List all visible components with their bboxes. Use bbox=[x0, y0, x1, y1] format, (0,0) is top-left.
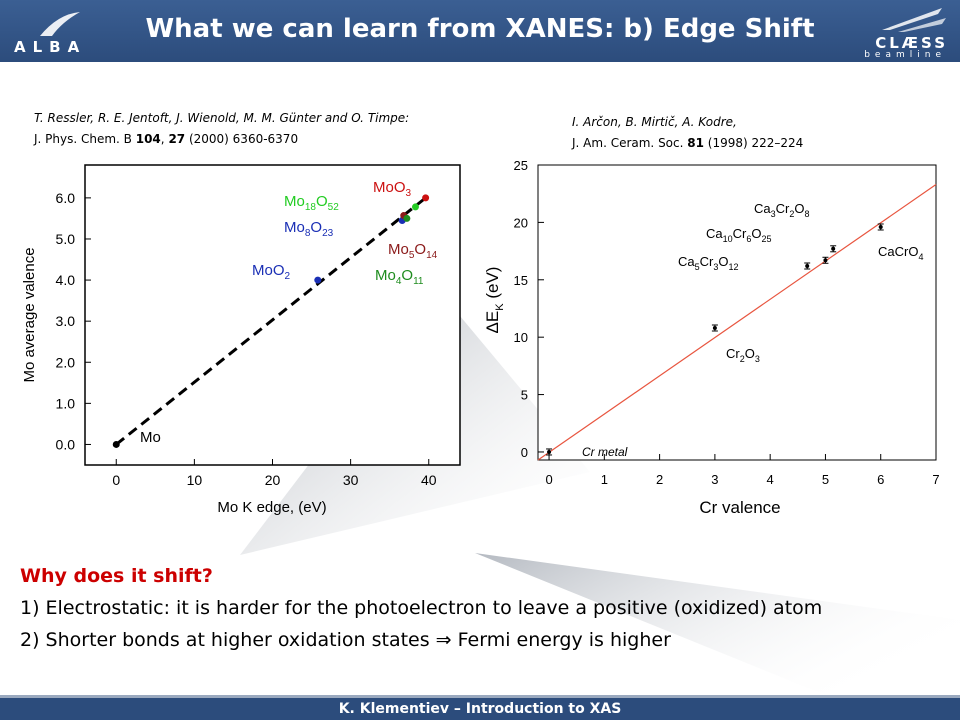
label-ca10cr6o25: Ca10Cr6O25 bbox=[706, 226, 772, 244]
fit-line bbox=[537, 184, 937, 461]
label-mo18o52: Mo18O52 bbox=[284, 193, 339, 213]
label-mo5o14: Mo5O14 bbox=[388, 241, 438, 261]
y-tick-label: 15 bbox=[514, 273, 528, 288]
x-tick-label: 5 bbox=[822, 472, 829, 487]
reason-1: 1) Electrostatic: it is harder for the p… bbox=[20, 597, 823, 619]
data-point bbox=[422, 194, 430, 202]
citation-left: T. Ressler, R. E. Jentoft, J. Wienold, M… bbox=[34, 108, 409, 150]
y-tick-label: 20 bbox=[514, 215, 528, 230]
citation-left-authors: T. Ressler, R. E. Jentoft, J. Wienold, M… bbox=[34, 111, 410, 125]
label-cr2o3: Cr2O3 bbox=[726, 346, 760, 364]
y-tick-label: 25 bbox=[514, 158, 528, 173]
beamline-wordmark: beamline bbox=[864, 50, 946, 60]
y-tick-label: 5.0 bbox=[56, 231, 76, 247]
y-tick-label: 3.0 bbox=[56, 313, 76, 329]
x-tick-label: 1 bbox=[601, 472, 608, 487]
data-point bbox=[712, 325, 717, 330]
y-tick-label: 6.0 bbox=[56, 190, 76, 206]
implies-arrow: ⇒ bbox=[435, 629, 452, 651]
label-ca3cr2o8: Ca3Cr2O8 bbox=[754, 201, 810, 219]
x-tick-label: 0 bbox=[545, 472, 552, 487]
explanation: Why does it shift? 1) Electrostatic: it … bbox=[20, 560, 822, 656]
y-tick-label: 1.0 bbox=[56, 395, 76, 411]
citation-left-journal: J. Phys. Chem. B 104, 27 (2000) 6360-637… bbox=[34, 132, 299, 146]
y-tick-label: 10 bbox=[514, 330, 528, 345]
claess-wordmark: CLÆSS bbox=[875, 34, 948, 52]
citation-right-authors: I. Arčon, B. Mirtič, A. Kodre, bbox=[572, 115, 737, 129]
data-point bbox=[823, 258, 828, 263]
x-tick-label: 20 bbox=[265, 472, 281, 488]
y-axis-label: Mo average valence bbox=[21, 247, 38, 382]
fit-line bbox=[115, 196, 427, 446]
x-tick-label: 0 bbox=[112, 472, 120, 488]
alba-wordmark: ALBA bbox=[14, 38, 87, 56]
reason-2: 2) Shorter bonds at higher oxidation sta… bbox=[20, 629, 671, 651]
data-point bbox=[403, 214, 411, 222]
x-tick-label: 4 bbox=[767, 472, 774, 487]
label-mo: Mo bbox=[140, 429, 161, 446]
label-moo2: MoO2 bbox=[252, 262, 291, 282]
slide-title: What we can learn from XANES: b) Edge Sh… bbox=[145, 14, 815, 44]
x-tick-label: 7 bbox=[932, 472, 939, 487]
x-tick-label: 10 bbox=[187, 472, 203, 488]
data-point bbox=[112, 440, 120, 448]
alba-logo: ALBA bbox=[10, 8, 120, 58]
y-tick-label: 5 bbox=[521, 388, 528, 403]
y-tick-label: 2.0 bbox=[56, 354, 76, 370]
question-heading: Why does it shift? bbox=[20, 565, 213, 587]
label-mo8o23: Mo8O23 bbox=[284, 219, 334, 239]
y-tick-label: 4.0 bbox=[56, 272, 76, 288]
plot-frame bbox=[84, 164, 461, 466]
slide-footer: K. Klementiev – Introduction to XAS bbox=[0, 695, 960, 720]
data-point bbox=[547, 449, 552, 454]
data-point bbox=[805, 264, 810, 269]
slide-header: ALBA What we can learn from XANES: b) Ed… bbox=[0, 0, 960, 62]
mo-valence-chart: 0 10 20 30 40 0.0 1.0 2.0 3.0 4.0 5.0 6.0 Mo K edge… bbox=[21, 164, 461, 516]
x-axis-label: Cr valence bbox=[699, 498, 780, 517]
label-moo3: MoO3 bbox=[373, 179, 412, 199]
x-tick-label: 3 bbox=[711, 472, 718, 487]
data-point bbox=[831, 246, 836, 251]
label-cacro4: CaCrO4 bbox=[878, 244, 923, 262]
x-tick-label: 6 bbox=[877, 472, 884, 487]
citation-right: I. Arčon, B. Mirtič, A. Kodre, J. Am. Ce… bbox=[572, 112, 803, 154]
x-tick-label: 40 bbox=[421, 472, 437, 488]
y-tick-label: 0.0 bbox=[56, 436, 76, 452]
plot-frame bbox=[537, 164, 937, 461]
data-point bbox=[878, 224, 883, 229]
y-tick-label: 0 bbox=[521, 445, 528, 460]
data-point bbox=[314, 276, 322, 284]
claess-logo: CLÆSS beamline bbox=[842, 4, 952, 60]
y-axis-label: ΔEK (eV) bbox=[483, 267, 506, 334]
x-tick-label: 2 bbox=[656, 472, 663, 487]
label-ca5cr3o12: Ca5Cr3O12 bbox=[678, 254, 739, 272]
x-axis-label: Mo K edge, (eV) bbox=[217, 499, 326, 516]
x-tick-label: 30 bbox=[343, 472, 359, 488]
label-mo4o11: Mo4O11 bbox=[375, 267, 424, 287]
cr-edge-shift-chart: 0 1 2 3 4 5 6 7 0 5 10 15 20 25 Cr valence ΔEK (eV) C… bbox=[483, 158, 940, 517]
label-cr-metal: Cr metal bbox=[582, 445, 628, 459]
data-point bbox=[411, 203, 419, 211]
citation-right-journal: J. Am. Ceram. Soc. 81 (1998) 222–224 bbox=[572, 136, 804, 150]
